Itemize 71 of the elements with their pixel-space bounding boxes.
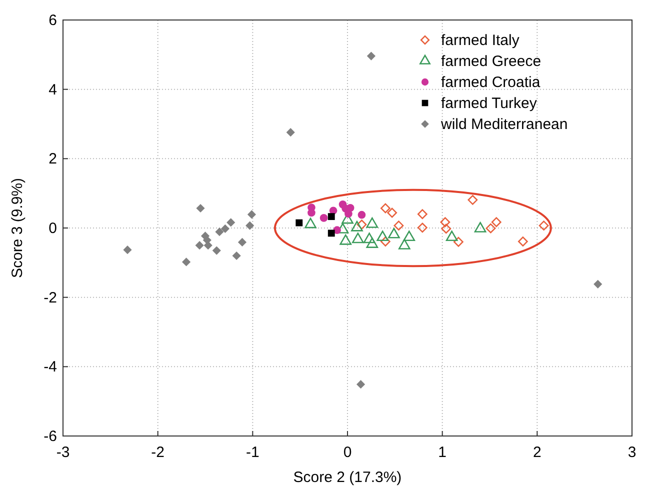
point [491,217,502,228]
point [474,222,486,232]
point [226,218,236,227]
point [296,219,303,226]
x-tick-label: -3 [56,444,70,461]
y-tick-label: 6 [48,12,57,29]
point [398,238,410,250]
x-tick-label: 2 [532,444,542,461]
point [403,230,416,242]
point [366,52,376,60]
x-axis-title: Score 2 (17.3%) [293,469,402,486]
point [195,241,204,250]
point [246,221,254,230]
legend-label: farmed Croatia [441,74,541,91]
y-tick-label: -2 [44,289,57,306]
point [247,210,256,219]
point [387,208,398,218]
y-axis-title: Score 3 (9.9%) [9,178,26,278]
point [232,251,241,260]
point [486,223,496,234]
point [215,228,224,236]
x-tick-label: -2 [151,444,165,461]
point [328,213,335,220]
point [182,258,191,266]
point [468,194,478,205]
y-tick-label: 0 [48,220,57,237]
point [366,217,378,228]
x-tick-label: 1 [438,444,447,461]
y-tick-label: 4 [48,81,57,98]
x-tick-label: 0 [343,444,352,461]
point [380,236,390,246]
point [212,246,221,255]
point [441,224,452,234]
y-tick-label: -4 [44,358,57,376]
point [356,220,367,230]
y-tick-label: -6 [44,428,57,445]
point [388,228,400,238]
x-tick-label: -1 [246,444,260,461]
legend-label: wild Mediterranean [440,116,568,133]
point [304,218,316,228]
legend-label: farmed Italy [441,32,520,49]
point [417,209,428,220]
point [380,203,390,214]
point [220,224,230,233]
point [286,128,295,137]
point [358,210,366,219]
point [351,220,363,232]
point [417,222,428,233]
point [340,234,352,245]
x-tick-label: 3 [628,444,636,461]
point [394,220,404,231]
point [352,232,364,244]
point [123,246,132,254]
point [366,238,378,248]
y-tick-label: 2 [48,150,57,168]
legend-label: farmed Greece [441,53,542,70]
point [376,230,388,242]
point [328,230,335,237]
point [196,204,205,213]
point [538,220,549,231]
point [518,236,528,246]
point [356,380,366,389]
point [204,241,212,250]
point [238,238,247,247]
legend-label: farmed Turkey [441,95,538,112]
point [440,217,450,228]
point [594,280,602,288]
point [454,236,464,247]
point [446,230,458,242]
point [320,214,328,222]
point [363,232,376,244]
